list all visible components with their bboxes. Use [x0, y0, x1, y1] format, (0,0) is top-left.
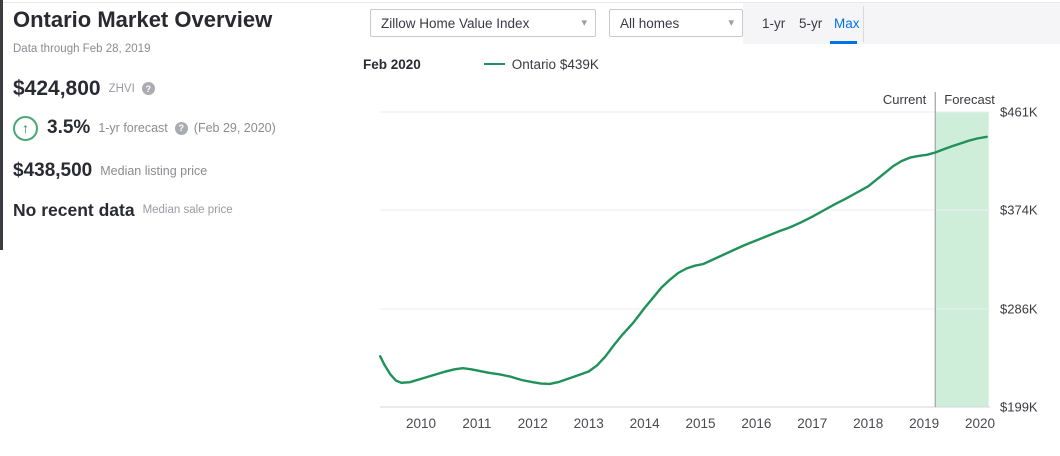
y-axis-label: $286K — [1000, 302, 1038, 317]
zhvi-line-series — [379, 135, 988, 386]
page-title: Ontario Market Overview — [13, 7, 273, 32]
x-axis-label: 2018 — [853, 416, 883, 431]
screenshot-left-edge-artifact — [0, 0, 3, 250]
time-range-tabs: 1-yr 5-yr Max — [743, 3, 1060, 44]
chart-container: $461K $374K $286K $199K 2010 2011 2012 2013 2014… — [378, 86, 1060, 446]
legend-line-swatch-icon — [483, 62, 505, 66]
x-axis-label: 2016 — [741, 416, 771, 431]
x-axis-label: 2020 — [965, 416, 995, 431]
tab-5yr[interactable]: 5-yr — [799, 16, 823, 31]
chevron-down-icon: ▾ — [728, 17, 734, 29]
y-axis-label: $199K — [1000, 400, 1038, 415]
home-type-select[interactable]: All homes ▾ — [609, 9, 743, 37]
forecast-label: 1-yr forecast — [98, 121, 168, 135]
tab-1yr[interactable]: 1-yr — [762, 16, 786, 31]
median-listing-value: $438,500 — [13, 159, 93, 181]
forecast-row: ↑ 3.5% 1-yr forecast ? (Feb 29, 2020) — [13, 115, 358, 141]
forecast-label: Forecast — [944, 92, 995, 107]
median-sale-row: No recent data Median sale price — [13, 200, 358, 221]
median-listing-label: Median listing price — [100, 163, 208, 178]
x-axis-label: 2010 — [406, 416, 436, 431]
chart-legend: Feb 2020 Ontario $439K — [363, 55, 599, 73]
x-axis-label: 2015 — [685, 416, 715, 431]
home-type-select-value: All homes — [620, 15, 680, 31]
market-chart[interactable]: $461K $374K $286K $199K 2010 2011 2012 2013 2014… — [378, 86, 1060, 446]
forecast-region — [935, 112, 989, 407]
x-axis-label: 2019 — [909, 416, 939, 431]
x-axis-label: 2017 — [797, 416, 827, 431]
forecast-value: 3.5% — [47, 117, 91, 138]
arrow-up-circle-icon: ↑ — [13, 115, 38, 141]
top-border-line — [3, 2, 1060, 3]
zhvi-value: $424,800 — [13, 76, 101, 100]
tab-max[interactable]: Max — [834, 16, 860, 31]
forecast-date: (Feb 29, 2020) — [193, 121, 276, 135]
x-axis-label: 2012 — [518, 416, 548, 431]
median-sale-label: Median sale price — [142, 204, 233, 216]
data-through-date: Data through Feb 28, 2019 — [13, 42, 151, 55]
median-listing-row: $438,500 Median listing price — [13, 160, 358, 182]
x-axis-label: 2014 — [630, 416, 661, 431]
median-sale-value: No recent data — [13, 199, 135, 220]
metric-select[interactable]: Zillow Home Value Index ▾ — [370, 9, 596, 37]
active-tab-underline — [830, 41, 857, 44]
forecast-help-icon[interactable]: ? — [174, 121, 188, 135]
zhvi-label: ZHVI — [108, 82, 135, 95]
legend-series-label: Ontario $439K — [511, 56, 599, 72]
x-axis-label: 2011 — [462, 416, 491, 431]
tabs-divider — [863, 6, 864, 42]
metric-select-value: Zillow Home Value Index — [381, 15, 530, 31]
legend-hover-date: Feb 2020 — [363, 56, 421, 72]
y-axis-label: $461K — [1000, 105, 1038, 120]
current-label: Current — [883, 92, 927, 107]
y-axis-label: $374K — [1000, 202, 1038, 217]
chevron-down-icon: ▾ — [581, 17, 587, 29]
market-overview-panel: Ontario Market Overview Data through Feb… — [13, 6, 358, 221]
zhvi-help-icon[interactable]: ? — [141, 82, 155, 95]
x-axis-label: 2013 — [574, 416, 604, 431]
zhvi-row: $424,800 ZHVI ? — [13, 77, 358, 101]
